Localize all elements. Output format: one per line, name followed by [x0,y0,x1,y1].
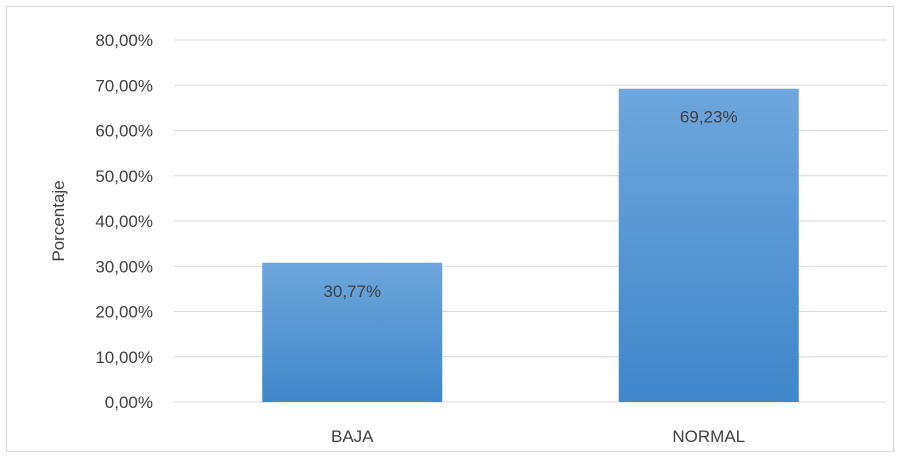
y-tick-label: 10,00% [95,348,153,367]
y-tick-label: 60,00% [95,122,153,141]
y-tick-label: 70,00% [95,76,153,95]
y-tick-label: 20,00% [95,303,153,322]
data-label-baja: 30,77% [323,282,381,301]
y-tick-label: 80,00% [95,31,153,50]
y-axis-ticks: 0,00% 10,00% 20,00% 30,00% 40,00% 50,00% 60,00… [95,31,153,412]
x-axis-ticks: BAJA NORMAL [331,427,745,446]
y-tick-label: 40,00% [95,212,153,231]
y-tick-label: 30,00% [95,257,153,276]
y-axis-title: Porcentaje [49,180,68,261]
x-tick-label: BAJA [331,427,374,446]
bar-normal [618,88,799,402]
x-tick-label: NORMAL [672,427,745,446]
bar-baja [262,262,443,402]
y-tick-label: 50,00% [95,167,153,186]
bars: 30,77% 69,23% [262,88,799,402]
y-tick-label: 0,00% [105,393,153,412]
data-label-normal: 69,23% [680,108,738,127]
